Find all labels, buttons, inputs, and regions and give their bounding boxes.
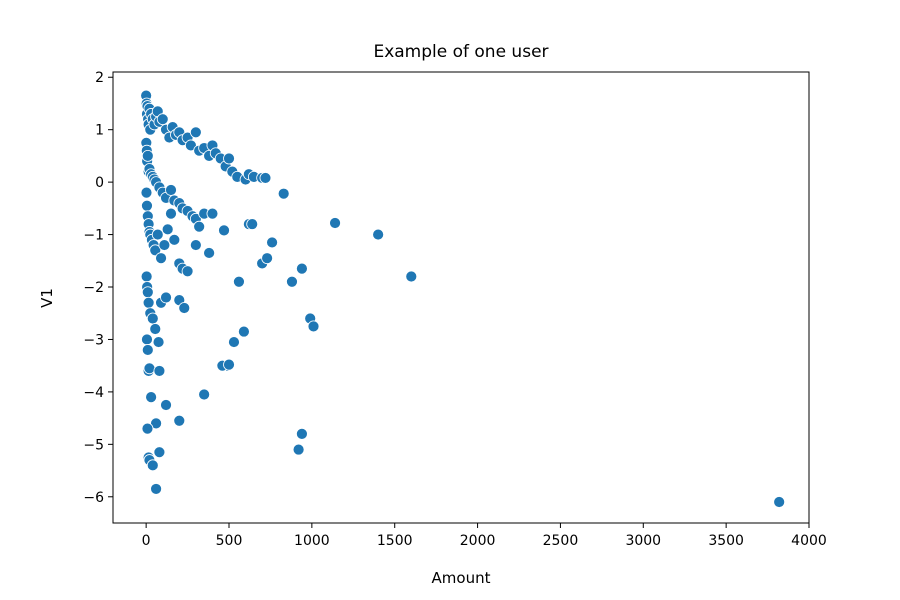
x-tick-label: 1500 bbox=[377, 533, 413, 549]
data-point bbox=[193, 220, 206, 233]
data-point bbox=[189, 126, 202, 139]
data-point bbox=[296, 427, 308, 440]
data-point bbox=[405, 270, 418, 283]
data-point bbox=[150, 417, 162, 430]
data-point bbox=[206, 207, 219, 220]
x-axis-ticks: 0 500 1000 1500 2000 2500 3000 3500 4000 bbox=[142, 523, 827, 549]
data-point bbox=[151, 228, 164, 241]
data-point bbox=[286, 275, 298, 288]
data-point bbox=[181, 265, 194, 278]
data-point bbox=[153, 365, 166, 377]
data-point bbox=[184, 139, 197, 152]
y-tick-label: 1 bbox=[95, 123, 104, 139]
data-point bbox=[189, 239, 202, 251]
chart-title: Example of one user bbox=[373, 42, 548, 62]
data-point bbox=[142, 296, 155, 309]
data-point bbox=[161, 223, 174, 236]
data-point bbox=[233, 275, 245, 288]
y-tick-label: −3 bbox=[83, 332, 104, 348]
data-point bbox=[277, 187, 290, 200]
y-tick-label: −1 bbox=[83, 228, 104, 244]
data-point bbox=[246, 218, 259, 230]
data-point bbox=[160, 399, 172, 411]
y-axis-ticks: −6 −5 −4 −3 −2 −1 0 1 2 bbox=[83, 70, 113, 506]
data-point bbox=[149, 323, 162, 335]
data-point bbox=[160, 291, 172, 304]
data-point bbox=[178, 302, 191, 314]
data-point bbox=[165, 207, 177, 220]
data-point bbox=[158, 239, 171, 251]
data-point bbox=[140, 186, 153, 199]
data-point bbox=[203, 247, 216, 259]
x-axis-label: Amount bbox=[432, 569, 491, 587]
data-point bbox=[141, 422, 154, 435]
data-point bbox=[141, 333, 153, 346]
x-tick-label: 2000 bbox=[460, 533, 496, 549]
data-point bbox=[150, 483, 162, 495]
plot-area-frame bbox=[112, 71, 810, 524]
y-tick-label: −6 bbox=[83, 490, 104, 506]
data-point bbox=[329, 217, 341, 229]
data-point bbox=[223, 152, 235, 165]
data-point bbox=[372, 228, 385, 241]
data-point bbox=[146, 459, 159, 472]
y-tick-label: −4 bbox=[83, 385, 104, 401]
x-tick-label: 500 bbox=[216, 533, 243, 549]
data-point bbox=[218, 224, 230, 237]
data-point bbox=[145, 391, 158, 404]
x-tick-label: 3500 bbox=[708, 533, 744, 549]
y-tick-label: 0 bbox=[95, 175, 104, 191]
data-point bbox=[141, 344, 154, 356]
data-point bbox=[228, 336, 240, 348]
data-point bbox=[773, 496, 786, 508]
x-tick-label: 1000 bbox=[294, 533, 330, 549]
y-tick-label: −2 bbox=[83, 280, 104, 296]
x-tick-label: 2500 bbox=[543, 533, 579, 549]
data-point bbox=[259, 172, 272, 184]
data-point bbox=[238, 325, 250, 338]
data-points bbox=[140, 89, 786, 508]
data-point bbox=[261, 252, 274, 265]
x-tick-label: 3000 bbox=[625, 533, 661, 549]
y-tick-label: 2 bbox=[95, 70, 104, 86]
data-point bbox=[266, 236, 278, 249]
data-point bbox=[156, 113, 169, 126]
y-tick-label: −5 bbox=[83, 437, 104, 453]
data-point bbox=[198, 388, 211, 401]
data-point bbox=[173, 414, 186, 427]
data-point bbox=[149, 244, 162, 257]
data-point bbox=[155, 252, 167, 265]
data-point bbox=[153, 446, 166, 459]
data-point bbox=[140, 270, 153, 283]
data-point bbox=[146, 312, 159, 325]
data-point bbox=[152, 336, 165, 348]
data-point bbox=[141, 150, 154, 162]
data-point bbox=[296, 262, 308, 275]
x-tick-label: 0 bbox=[142, 533, 151, 549]
data-point bbox=[141, 199, 153, 212]
data-point bbox=[168, 233, 181, 246]
y-axis-label: V1 bbox=[38, 288, 56, 308]
x-tick-label: 4000 bbox=[791, 533, 827, 549]
data-point bbox=[292, 443, 305, 456]
data-point bbox=[165, 184, 177, 196]
data-point bbox=[141, 286, 154, 299]
data-point bbox=[143, 362, 156, 375]
data-point bbox=[223, 358, 235, 371]
data-point bbox=[307, 320, 320, 333]
